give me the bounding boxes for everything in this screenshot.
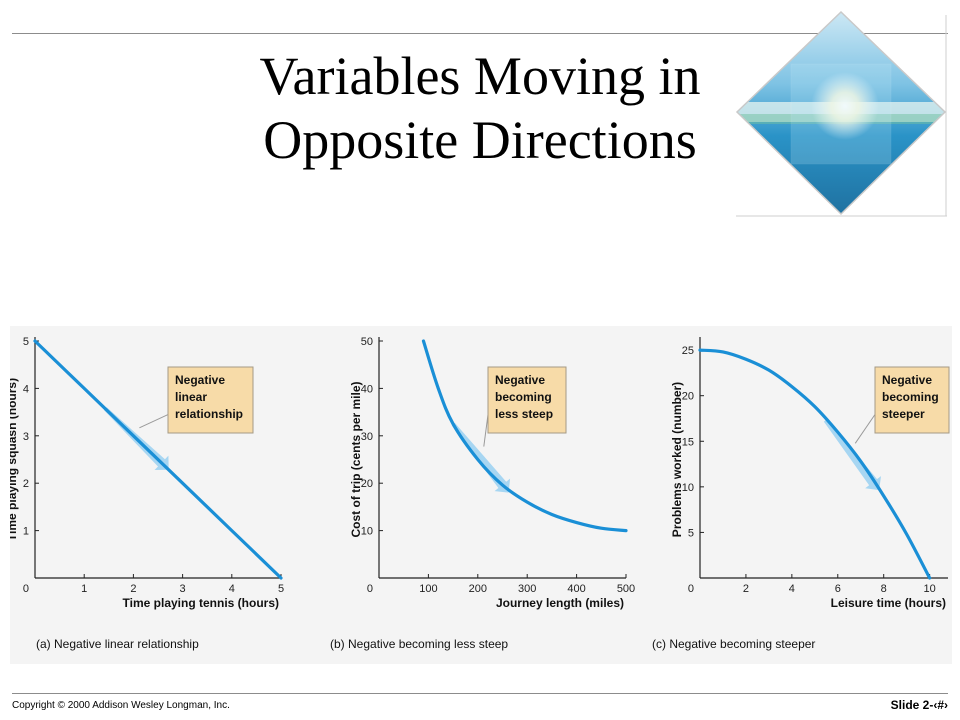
- callout-text: Negative: [175, 373, 225, 387]
- series-line: [33, 339, 283, 580]
- slope-arrow: [451, 422, 511, 493]
- x-axis-label: Journey length (miles): [496, 596, 624, 610]
- callout-text: becoming: [882, 390, 939, 404]
- y-tick-label: 40: [361, 383, 373, 395]
- slide-title-line-1: Variables Moving in: [259, 46, 701, 106]
- chart-caption: (a) Negative linear relationship: [36, 637, 199, 651]
- y-tick-label: 15: [682, 436, 694, 448]
- series-line: [421, 339, 628, 533]
- callout-box: [167, 366, 254, 434]
- y-tick-label: 10: [361, 526, 373, 538]
- y-tick-label: 20: [682, 391, 694, 403]
- y-tick-label: 4: [23, 383, 29, 395]
- origin-label: 0: [367, 583, 373, 595]
- y-axis-label: Cost of trip (cents per mile): [349, 381, 363, 537]
- x-tick-label: 1: [81, 583, 87, 595]
- callout-text: linear: [175, 390, 207, 404]
- y-axis-label: Problems worked (number): [670, 382, 684, 537]
- y-tick-label: 25: [682, 345, 694, 357]
- x-tick-label: 5: [278, 583, 284, 595]
- x-axis-label: Time playing tennis (hours): [123, 596, 279, 610]
- y-axis-label: Time playing squash (hours): [10, 378, 19, 541]
- callout-text: becoming: [495, 390, 552, 404]
- y-tick-label: 1: [23, 526, 29, 538]
- chart-caption: (b) Negative becoming less steep: [330, 637, 508, 651]
- callout-leader: [854, 414, 876, 444]
- y-tick-label: 5: [688, 527, 694, 539]
- origin-label: 0: [688, 583, 694, 595]
- y-tick-label: 5: [23, 336, 29, 348]
- y-tick-label: 10: [682, 482, 694, 494]
- decorative-diamond-image: [735, 10, 947, 217]
- x-tick-label: 6: [835, 583, 841, 595]
- y-tick-label: 3: [23, 431, 29, 443]
- chart-a: 1 2 3 4 5 1 2 3 4 5 0 Time playing tennis (hours) Ti…: [10, 336, 284, 651]
- x-tick-label: 200: [469, 583, 487, 595]
- y-tick-label: 30: [361, 431, 373, 443]
- x-tick-label: 10: [924, 583, 936, 595]
- callout-leader: [483, 414, 489, 447]
- x-tick-label: 4: [789, 583, 795, 595]
- callout-text: less steep: [495, 407, 553, 421]
- top-divider: [12, 33, 948, 34]
- callout-text: relationship: [175, 407, 243, 421]
- x-tick-label: 100: [419, 583, 437, 595]
- figure-panel: 1 2 3 4 5 1 2 3 4 5 0 Time playing tennis (hours) Ti…: [10, 326, 952, 664]
- callout-text: Negative: [882, 373, 932, 387]
- chart-c: 2 4 6 8 10 5 10 15 20 25 0 Leisure time (hours) Prob…: [652, 337, 950, 651]
- y-tick-label: 20: [361, 478, 373, 490]
- y-tick-label: 50: [361, 336, 373, 348]
- x-tick-label: 300: [518, 583, 536, 595]
- callout-box: [874, 366, 950, 434]
- slide-number: Slide 2-‹#›: [890, 698, 948, 712]
- x-tick-label: 2: [743, 583, 749, 595]
- x-tick-label: 3: [180, 583, 186, 595]
- slide-title: Variables Moving in Opposite Directions: [200, 44, 760, 172]
- chart-caption: (c) Negative becoming steeper: [652, 637, 815, 651]
- bottom-divider: [12, 693, 948, 694]
- x-tick-label: 400: [567, 583, 585, 595]
- callout-text: steeper: [882, 407, 925, 421]
- callout-box: [487, 366, 567, 434]
- x-axis-label: Leisure time (hours): [831, 596, 946, 610]
- x-tick-label: 4: [229, 583, 235, 595]
- series-line: [698, 348, 932, 580]
- slide-title-line-2: Opposite Directions: [263, 110, 697, 170]
- callout-text: Negative: [495, 373, 545, 387]
- x-tick-label: 8: [881, 583, 887, 595]
- x-tick-label: 500: [617, 583, 635, 595]
- y-tick-label: 2: [23, 478, 29, 490]
- x-tick-label: 2: [130, 583, 136, 595]
- origin-label: 0: [23, 583, 29, 595]
- copyright-text: Copyright © 2000 Addison Wesley Longman,…: [12, 700, 230, 711]
- callout-leader: [139, 414, 169, 429]
